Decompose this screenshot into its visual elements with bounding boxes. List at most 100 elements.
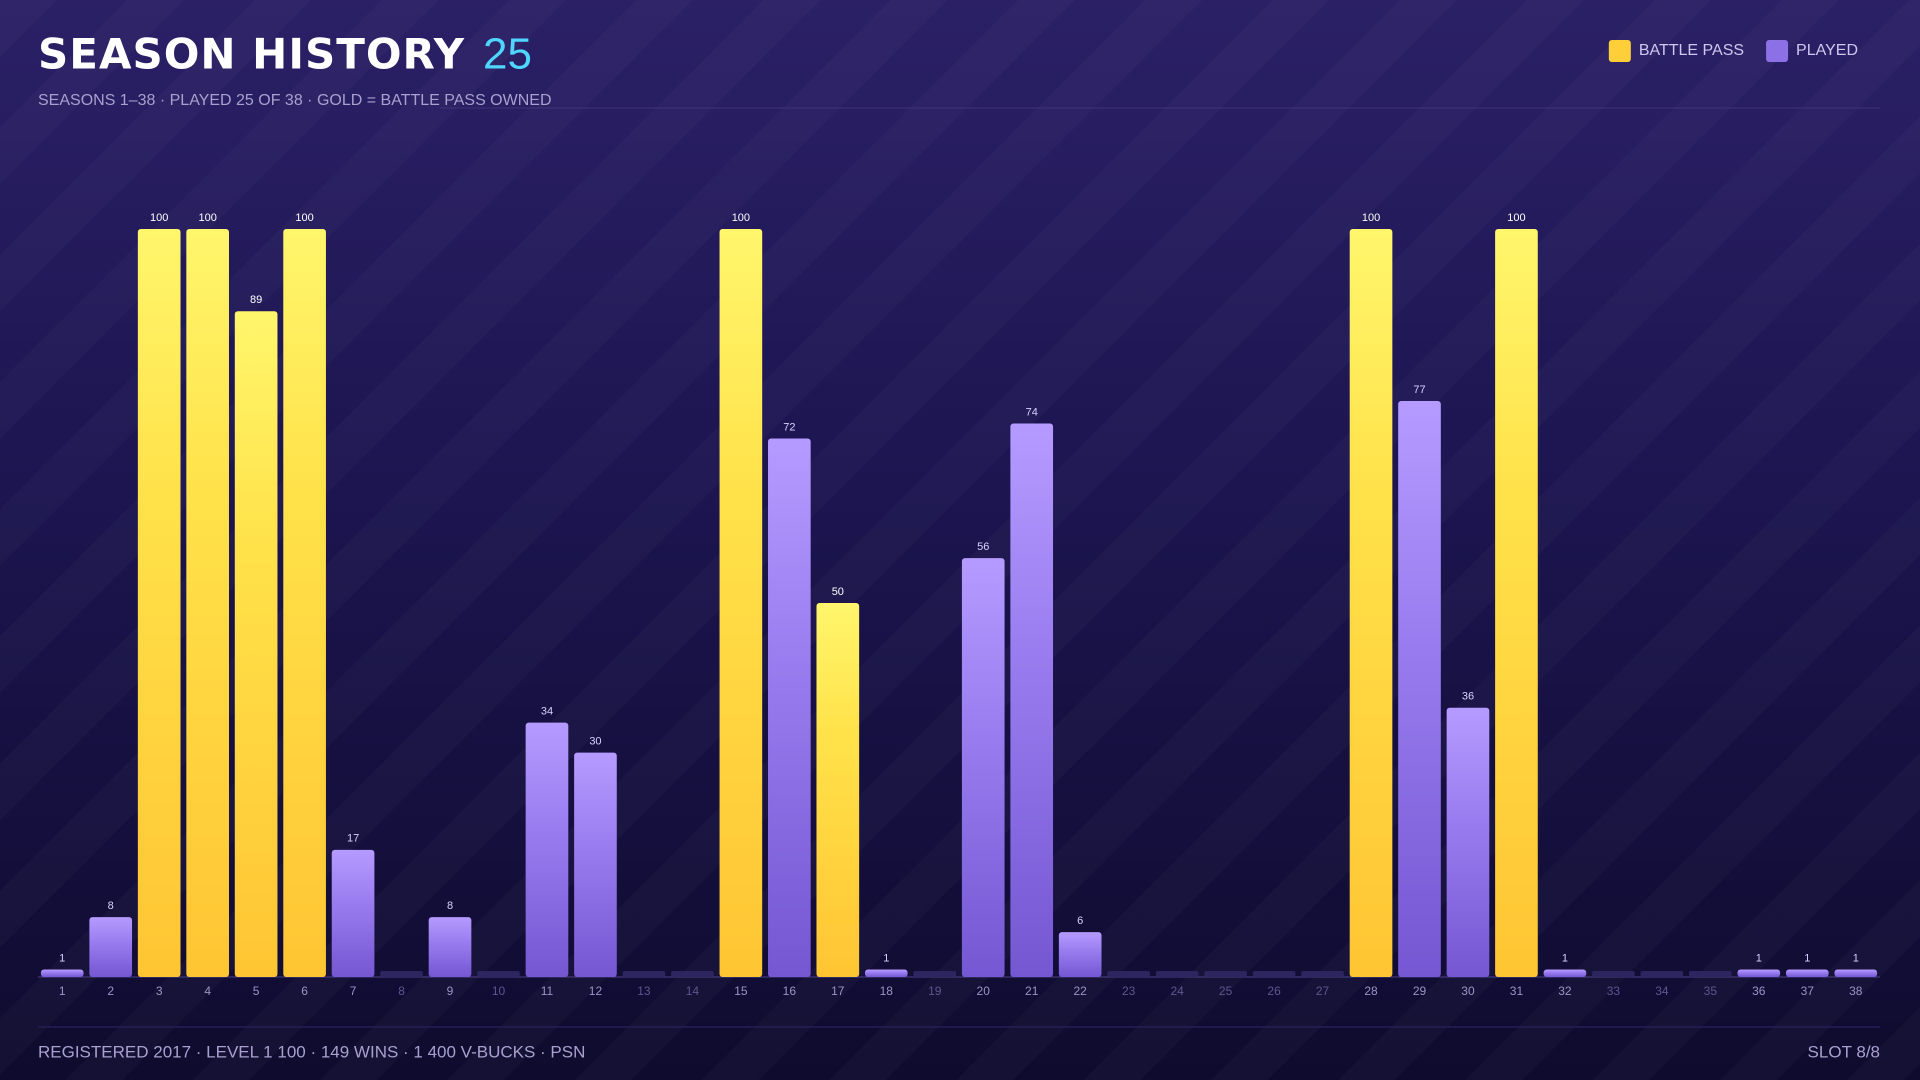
x-tick-label: 20 xyxy=(977,984,991,998)
legend-label: PLAYED xyxy=(1796,42,1858,59)
x-tick-label: 10 xyxy=(492,984,506,998)
value-label: 30 xyxy=(589,736,601,748)
x-tick-label: 11 xyxy=(541,984,554,998)
bar xyxy=(1446,707,1490,977)
bar xyxy=(525,722,569,977)
empty-slot xyxy=(622,971,666,977)
bar xyxy=(1349,229,1393,977)
bar xyxy=(89,917,133,977)
x-tick-label: 21 xyxy=(1025,984,1039,998)
value-label: 1 xyxy=(1804,952,1810,964)
bar xyxy=(719,229,763,977)
value-label: 36 xyxy=(1462,691,1474,703)
empty-slot xyxy=(477,971,520,977)
x-tick-label: 1 xyxy=(59,984,66,998)
bar xyxy=(816,603,860,977)
value-label: 17 xyxy=(347,833,359,845)
x-tick-label: 35 xyxy=(1704,984,1718,998)
empty-slot xyxy=(1252,971,1296,977)
x-tick-label: 22 xyxy=(1074,984,1088,998)
empty-slot xyxy=(1155,971,1199,977)
x-tick-label: 3 xyxy=(156,984,163,998)
bar xyxy=(428,917,472,977)
x-tick-label: 12 xyxy=(589,984,603,998)
value-label: 50 xyxy=(832,586,844,598)
x-tick-label: 8 xyxy=(398,984,405,998)
value-label: 1 xyxy=(1756,952,1762,964)
value-label: 34 xyxy=(541,706,553,718)
empty-slot xyxy=(1689,971,1732,977)
x-tick-label: 27 xyxy=(1316,984,1330,998)
x-tick-label: 33 xyxy=(1607,984,1621,998)
empty-slot xyxy=(1640,971,1684,977)
x-tick-label: 6 xyxy=(301,984,308,998)
empty-slot xyxy=(1204,971,1247,977)
empty-slot xyxy=(380,971,423,977)
value-label: 8 xyxy=(108,900,114,912)
value-label: 100 xyxy=(295,212,313,224)
x-tick-label: 4 xyxy=(204,984,211,998)
bar xyxy=(1495,229,1538,977)
played-count: 25 xyxy=(483,30,532,79)
bar xyxy=(1058,932,1102,977)
legend-swatch xyxy=(1608,40,1631,62)
bar xyxy=(1737,969,1781,977)
value-label: 6 xyxy=(1077,915,1083,927)
bar xyxy=(1834,969,1878,977)
title: SEASON HISTORY xyxy=(38,30,465,79)
x-tick-label: 23 xyxy=(1122,984,1136,998)
x-tick-label: 16 xyxy=(783,984,797,998)
bar xyxy=(40,969,84,977)
x-tick-label: 28 xyxy=(1364,984,1378,998)
x-tick-label: 34 xyxy=(1655,984,1669,998)
x-tick-label: 38 xyxy=(1849,984,1863,998)
value-label: 100 xyxy=(198,212,216,224)
x-tick-label: 13 xyxy=(637,984,651,998)
value-label: 72 xyxy=(783,421,795,433)
value-label: 89 xyxy=(250,294,262,306)
bar xyxy=(1398,401,1441,977)
x-tick-label: 36 xyxy=(1752,984,1766,998)
value-label: 1 xyxy=(59,952,65,964)
bar xyxy=(331,849,375,977)
x-tick-label: 2 xyxy=(107,984,114,998)
value-label: 100 xyxy=(732,212,750,224)
x-tick-label: 14 xyxy=(686,984,700,998)
bar xyxy=(961,558,1005,977)
bar xyxy=(1543,969,1587,977)
bar xyxy=(283,229,326,977)
bar xyxy=(1010,423,1054,978)
x-tick-label: 30 xyxy=(1461,984,1475,998)
x-tick-label: 5 xyxy=(253,984,260,998)
legend-label: BATTLE PASS xyxy=(1639,42,1744,59)
empty-slot xyxy=(1301,971,1344,977)
value-label: 1 xyxy=(883,952,889,964)
x-tick-label: 32 xyxy=(1558,984,1572,998)
x-tick-label: 29 xyxy=(1413,984,1427,998)
subtitle: SEASONS 1–38 · PLAYED 25 OF 38 · GOLD = … xyxy=(38,92,552,109)
value-label: 74 xyxy=(1026,406,1038,418)
x-tick-label: 26 xyxy=(1267,984,1281,998)
x-tick-label: 15 xyxy=(734,984,748,998)
legend: PLAYED BATTLE PASS xyxy=(1608,40,1858,62)
x-tick-label: 24 xyxy=(1170,984,1184,998)
x-tick-label: 18 xyxy=(880,984,894,998)
x-tick-label: 25 xyxy=(1219,984,1233,998)
legend-swatch xyxy=(1766,40,1789,62)
value-label: 100 xyxy=(1507,212,1525,224)
bar xyxy=(137,229,181,977)
bar xyxy=(768,438,811,977)
empty-slot xyxy=(671,971,714,977)
slot-indicator: SLOT 8/8 xyxy=(1808,1042,1880,1061)
bar xyxy=(1785,969,1829,977)
value-label: 8 xyxy=(447,900,453,912)
footer-stats: REGISTERED 2017 · LEVEL 1 100 · 149 WINS… xyxy=(38,1042,585,1061)
x-tick-label: 19 xyxy=(928,984,942,998)
x-tick-label: 37 xyxy=(1801,984,1815,998)
bar xyxy=(574,752,617,977)
bar xyxy=(186,229,229,977)
value-label: 100 xyxy=(150,212,168,224)
value-label: 1 xyxy=(1562,952,1568,964)
